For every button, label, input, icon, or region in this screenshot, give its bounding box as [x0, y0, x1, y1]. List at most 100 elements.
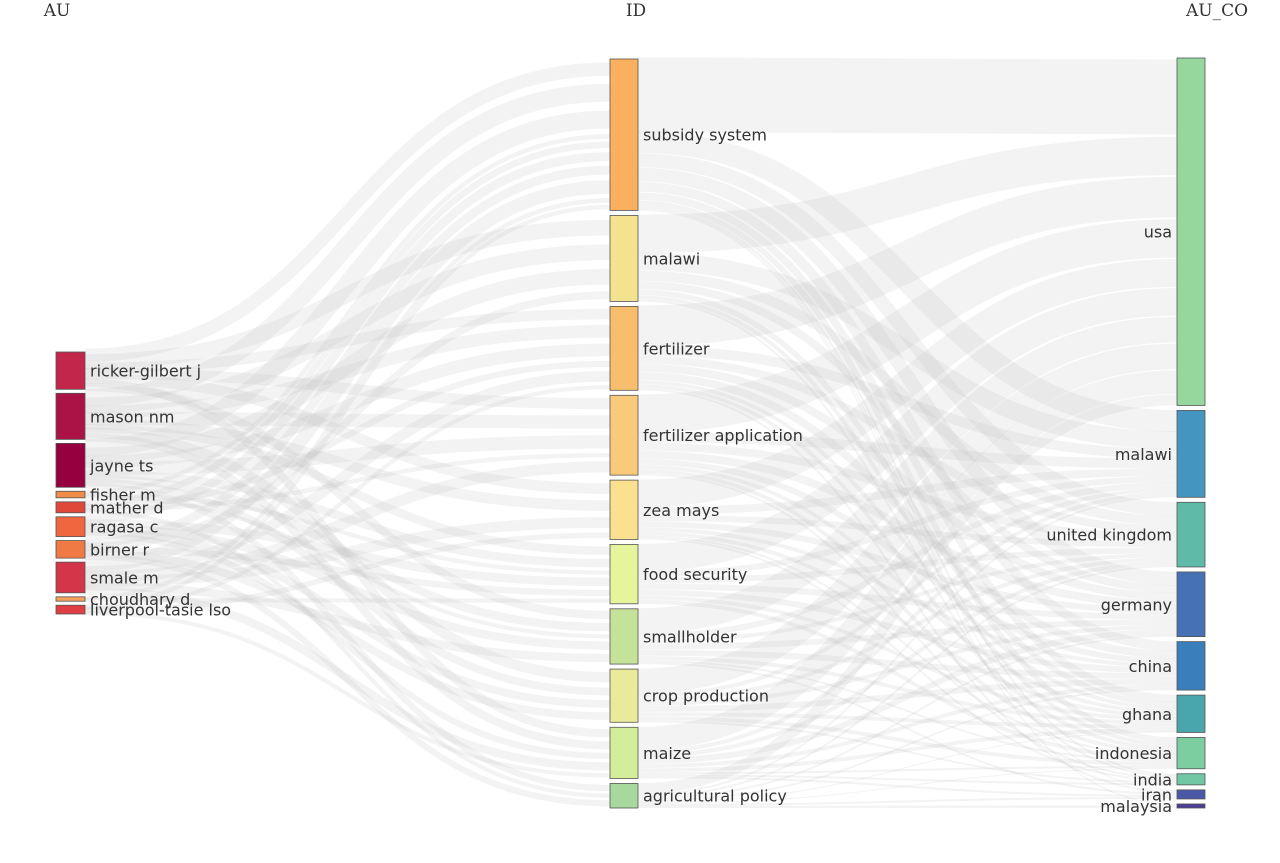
link-au-id-1-5	[84, 424, 611, 555]
link-id-co-1-2	[637, 270, 1178, 526]
link-au-id-4-2	[84, 360, 611, 510]
link-au-id-6-5	[84, 546, 611, 597]
link-id-co-2-1	[637, 345, 1178, 459]
node-label-au-2: jayne ts	[89, 456, 153, 475]
link-id-co-5-5	[637, 595, 1178, 722]
link-id-co-2-3	[637, 363, 1178, 601]
link-id-co-9-4	[637, 688, 1178, 802]
link-au-id-7-8	[84, 586, 611, 771]
link-au-id-4-0	[84, 141, 611, 507]
node-id-5[interactable]	[609, 544, 639, 605]
node-id-9[interactable]	[609, 783, 639, 809]
node-au-3[interactable]	[55, 490, 86, 499]
node-au_co-9[interactable]	[1176, 803, 1206, 809]
link-id-co-5-2	[637, 547, 1178, 584]
link-au-id-0-4	[84, 372, 611, 494]
node-label-id-6: smallholder	[643, 627, 737, 646]
node-label-au_co-5: ghana	[1122, 705, 1172, 724]
node-label-id-7: crop production	[643, 687, 769, 706]
node-au_co-3[interactable]	[1176, 571, 1206, 637]
node-label-id-0: subsidy system	[643, 126, 767, 145]
node-label-au-0: ricker-gilbert j	[90, 362, 201, 381]
link-id-co-7-0	[637, 343, 1178, 695]
link-au-id-0-3	[84, 367, 611, 410]
link-id-co-4-4	[637, 527, 1178, 668]
link-id-co-7-5	[637, 712, 1178, 729]
node-label-au-8: choudhary d	[90, 590, 190, 609]
link-au-id-6-7	[84, 549, 611, 721]
node-label-id-2: fertilizer	[643, 339, 710, 358]
node-au_co-6[interactable]	[1176, 737, 1206, 770]
link-id-co-1-5	[637, 289, 1178, 708]
link-id-co-0-5	[637, 192, 1178, 703]
node-au_co-5[interactable]	[1176, 694, 1206, 733]
node-au-5[interactable]	[55, 516, 86, 537]
link-au-id-8-0	[84, 198, 611, 601]
link-id-co-1-7	[637, 299, 1178, 778]
link-au-id-2-7	[84, 478, 611, 696]
node-au_co-0[interactable]	[1176, 57, 1206, 406]
link-au-id-3-0	[84, 134, 611, 495]
link-au-id-1-8	[84, 433, 611, 750]
node-label-id-1: malawi	[643, 249, 700, 268]
node-au-9[interactable]	[55, 604, 86, 615]
node-au-4[interactable]	[55, 501, 86, 514]
link-id-co-6-3	[637, 619, 1178, 650]
node-label-au_co-4: china	[1129, 657, 1172, 676]
link-id-co-0-8	[637, 208, 1178, 791]
link-id-co-4-2	[637, 514, 1178, 548]
link-id-co-0-3	[637, 167, 1178, 586]
node-au-7[interactable]	[55, 561, 86, 594]
node-id-2[interactable]	[609, 305, 639, 391]
node-au-1[interactable]	[55, 392, 86, 440]
link-id-co-0-7	[637, 206, 1178, 776]
sankey-nodes	[55, 57, 1206, 809]
link-au-id-2-5	[84, 469, 611, 568]
link-id-co-2-4	[637, 372, 1178, 659]
node-id-8[interactable]	[609, 726, 639, 779]
link-au-id-8-5	[84, 598, 611, 603]
link-id-co-8-0	[637, 370, 1178, 751]
node-id-6[interactable]	[609, 608, 639, 665]
node-id-7[interactable]	[609, 668, 639, 723]
link-id-co-0-1	[637, 130, 1178, 433]
link-id-co-0-4	[637, 182, 1178, 652]
link-au-id-2-9	[84, 482, 611, 792]
link-id-co-9-0	[637, 394, 1178, 794]
link-au-id-9-8	[84, 610, 611, 778]
link-id-co-0-9	[637, 209, 1178, 806]
node-au-8[interactable]	[55, 596, 86, 602]
node-au_co-4[interactable]	[1176, 641, 1206, 691]
node-au-2[interactable]	[55, 442, 86, 488]
node-au_co-2[interactable]	[1176, 501, 1206, 568]
link-id-co-2-5	[637, 380, 1178, 711]
node-label-au_co-7: india	[1133, 770, 1172, 789]
link-id-co-4-5	[637, 531, 1178, 718]
link-id-co-5-6	[637, 599, 1178, 761]
node-au-6[interactable]	[55, 540, 86, 559]
link-au-id-2-3	[84, 435, 611, 476]
sankey-labels: ricker-gilbert j mason nm jayne ts fisher m…	[89, 126, 1172, 816]
link-au-id-6-9	[84, 553, 611, 807]
link-id-co-7-6	[637, 716, 1178, 766]
link-id-co-8-3	[637, 628, 1178, 765]
node-au_co-1[interactable]	[1176, 410, 1206, 498]
node-au_co-7[interactable]	[1176, 773, 1206, 786]
node-au_co-8[interactable]	[1176, 789, 1206, 800]
node-au-0[interactable]	[55, 351, 86, 390]
link-au-id-1-1	[84, 244, 611, 414]
link-id-co-8-2	[637, 561, 1178, 758]
node-label-id-8: maize	[643, 744, 691, 763]
node-id-1[interactable]	[609, 215, 639, 302]
link-id-co-4-3	[637, 521, 1178, 614]
link-id-co-3-5	[637, 465, 1178, 715]
node-id-3[interactable]	[609, 394, 639, 476]
link-id-co-9-3	[637, 634, 1178, 800]
link-id-co-5-4	[637, 589, 1178, 674]
link-au-id-5-7	[84, 527, 611, 708]
link-au-id-0-0	[84, 62, 611, 362]
link-id-co-4-0	[637, 259, 1178, 508]
link-au-id-0-1	[84, 219, 611, 370]
node-id-4[interactable]	[609, 479, 639, 540]
node-id-0[interactable]	[609, 58, 639, 211]
